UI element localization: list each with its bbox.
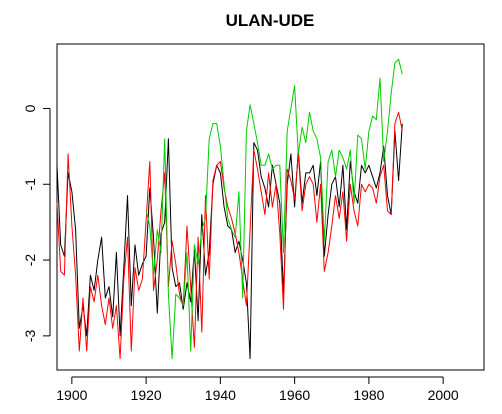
series-layer	[56, 58, 403, 360]
x-tick-label: 1940	[205, 387, 236, 403]
y-tick-label: -2	[22, 254, 38, 267]
x-tick-label: 1980	[353, 387, 384, 403]
series-line	[145, 58, 403, 360]
chart-title: ULAN-UDE	[226, 11, 315, 30]
y-axis: -3 -2 -1 0	[22, 104, 51, 342]
x-tick-label: 2000	[428, 387, 459, 403]
series-line	[56, 123, 403, 360]
y-tick-label: -3	[22, 329, 38, 342]
x-axis: 1900 1920 1940 1960 1980 2000	[56, 376, 459, 403]
series-line	[56, 111, 403, 360]
y-tick-label: 0	[22, 104, 38, 112]
y-tick-label: -1	[22, 178, 38, 191]
x-tick-label: 1900	[56, 387, 87, 403]
x-tick-label: 1960	[279, 387, 310, 403]
x-tick-label: 1920	[131, 387, 162, 403]
